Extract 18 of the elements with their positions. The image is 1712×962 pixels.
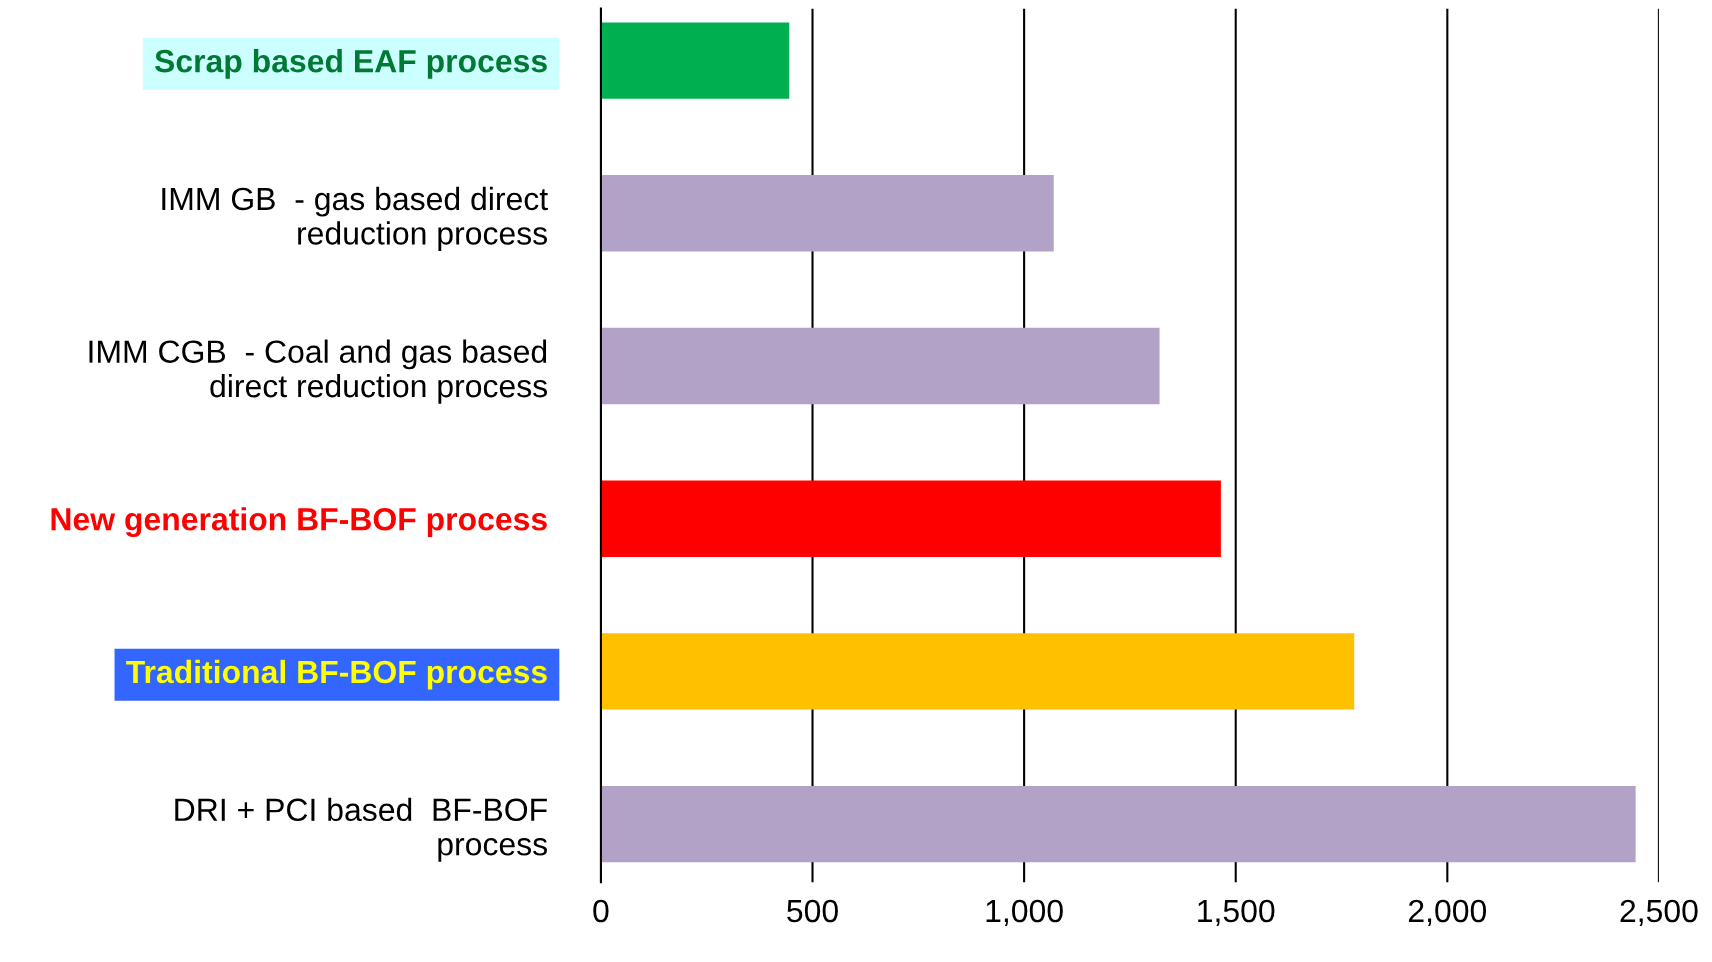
bar	[600, 785, 1636, 863]
y-tick-label: Scrap based EAF process	[154, 49, 547, 79]
bar	[600, 175, 1054, 252]
bar	[600, 22, 790, 99]
y-tick-label: IMM GB - gas based direct reduction process	[162, 186, 548, 252]
bar	[600, 327, 1160, 405]
x-tick-label: 1,500	[1198, 899, 1275, 927]
x-tick-label: 1,000	[986, 899, 1063, 927]
y-tick-label: New generation BF-BOF process	[51, 507, 547, 538]
y-tick-label: DRI + PCI based BF-BOF process	[175, 797, 547, 862]
x-tick-label: 2,500	[1620, 899, 1698, 927]
x-tick-label: 2,000	[1408, 899, 1487, 927]
y-tick-label: IMM CGB - Coal and gas based direct reduction process	[89, 339, 547, 404]
x-tick-label: 0	[593, 899, 609, 923]
bar	[600, 480, 1221, 557]
bar	[600, 633, 1355, 710]
x-tick-label: 500	[787, 899, 838, 923]
y-tick-label: Traditional BF-BOF process	[126, 659, 547, 690]
